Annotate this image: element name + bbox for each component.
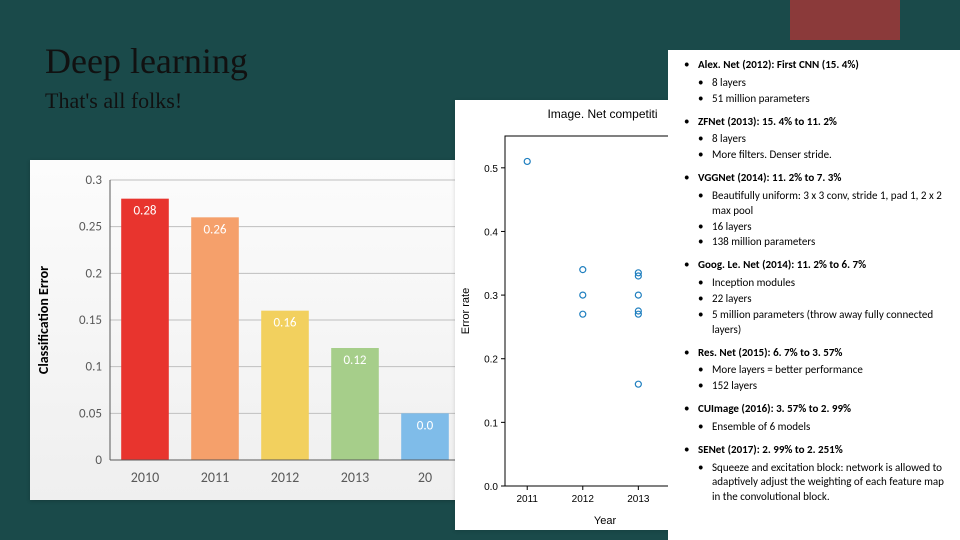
note-item: SENet (2017): 2. 99% to 2. 251% Squeeze a… (684, 443, 950, 505)
bar-chart-svg: 0 0.05 0.1 0.15 0.2 0.25 0.3 Classification Err… (30, 160, 460, 500)
notes-panel: Alex. Net (2012): First CNN (15. 4%) 8 la… (668, 50, 960, 540)
note-header: ZFNet (2013): 15. 4% to 11. 2% (698, 115, 837, 128)
note-header: Res. Net (2015): 6. 7% to 3. 57% (698, 346, 842, 359)
note-subitem: 22 layers (698, 292, 950, 307)
note-subitem: 152 layers (698, 379, 950, 394)
svg-text:0.25: 0.25 (79, 220, 102, 235)
note-item: ZFNet (2013): 15. 4% to 11. 2% 8 layersMo… (684, 115, 950, 164)
svg-text:0.28: 0.28 (133, 204, 156, 219)
svg-text:0.1: 0.1 (484, 418, 498, 429)
note-subitem: Squeeze and excitation block: network is… (698, 461, 950, 506)
svg-text:0.15: 0.15 (79, 313, 102, 328)
note-item: Alex. Net (2012): First CNN (15. 4%) 8 la… (684, 58, 950, 107)
note-subitem: 8 layers (698, 132, 950, 147)
note-header: CUImage (2016): 3. 57% to 2. 99% (698, 402, 851, 415)
note-item: CUImage (2016): 3. 57% to 2. 99% Ensemble… (684, 402, 950, 435)
note-subitem: Beautifully uniform: 3 x 3 conv, stride … (698, 189, 950, 219)
note-header: VGGNet (2014): 11. 2% to 7. 3% (698, 171, 841, 184)
svg-text:0.05: 0.05 (79, 406, 102, 421)
note-subitem: 5 million parameters (throw away fully c… (698, 308, 950, 338)
note-subitem: More filters. Denser stride. (698, 148, 950, 163)
note-item: Res. Net (2015): 6. 7% to 3. 57% More lay… (684, 346, 950, 395)
svg-text:2012: 2012 (271, 469, 299, 486)
note-header: Alex. Net (2012): First CNN (15. 4%) (698, 58, 859, 71)
svg-text:2013: 2013 (341, 469, 369, 486)
page-title: Deep learning (45, 40, 248, 82)
note-subitem: 138 million parameters (698, 235, 950, 250)
svg-text:0.4: 0.4 (484, 227, 498, 238)
svg-text:0.3: 0.3 (86, 173, 103, 188)
svg-text:Error rate: Error rate (460, 288, 472, 334)
svg-text:0.0: 0.0 (484, 482, 498, 493)
svg-text:2013: 2013 (627, 494, 650, 505)
svg-text:0.0: 0.0 (417, 418, 434, 433)
note-item: VGGNet (2014): 11. 2% to 7. 3% Beautifull… (684, 171, 950, 250)
notes-list: Alex. Net (2012): First CNN (15. 4%) 8 la… (684, 58, 950, 505)
svg-text:0.16: 0.16 (273, 316, 296, 331)
note-header: Goog. Le. Net (2014): 11. 2% to 6. 7% (698, 258, 866, 271)
accent-bar (790, 0, 900, 40)
svg-text:0.2: 0.2 (484, 355, 498, 366)
svg-text:Year: Year (594, 515, 617, 527)
note-subitem: 8 layers (698, 76, 950, 91)
note-subitem: Inception modules (698, 276, 950, 291)
note-subitem: 16 layers (698, 220, 950, 235)
svg-text:Image. Net competiti: Image. Net competiti (547, 107, 657, 121)
svg-text:0.26: 0.26 (203, 222, 226, 237)
svg-text:0: 0 (95, 453, 102, 468)
svg-text:2011: 2011 (516, 494, 538, 505)
note-subitem: 51 million parameters (698, 92, 950, 107)
svg-text:0.1: 0.1 (86, 360, 102, 375)
bar-chart-panel: 0 0.05 0.1 0.15 0.2 0.25 0.3 Classification Err… (30, 160, 460, 500)
svg-text:0.5: 0.5 (484, 164, 498, 175)
svg-text:2012: 2012 (572, 494, 595, 505)
svg-text:0.3: 0.3 (484, 291, 498, 302)
note-subitem: More layers = better performance (698, 363, 950, 378)
svg-text:0.12: 0.12 (343, 353, 366, 368)
note-subitem: Ensemble of 6 models (698, 420, 950, 435)
svg-text:Classification Error: Classification Error (35, 266, 52, 374)
svg-text:2011: 2011 (201, 469, 229, 486)
page-subtitle: That's all folks! (45, 88, 182, 114)
svg-text:20: 20 (418, 469, 432, 486)
note-header: SENet (2017): 2. 99% to 2. 251% (698, 443, 843, 456)
svg-text:0.2: 0.2 (86, 266, 103, 281)
note-item: Goog. Le. Net (2014): 11. 2% to 6. 7% Inc… (684, 258, 950, 337)
svg-text:2010: 2010 (131, 469, 159, 486)
